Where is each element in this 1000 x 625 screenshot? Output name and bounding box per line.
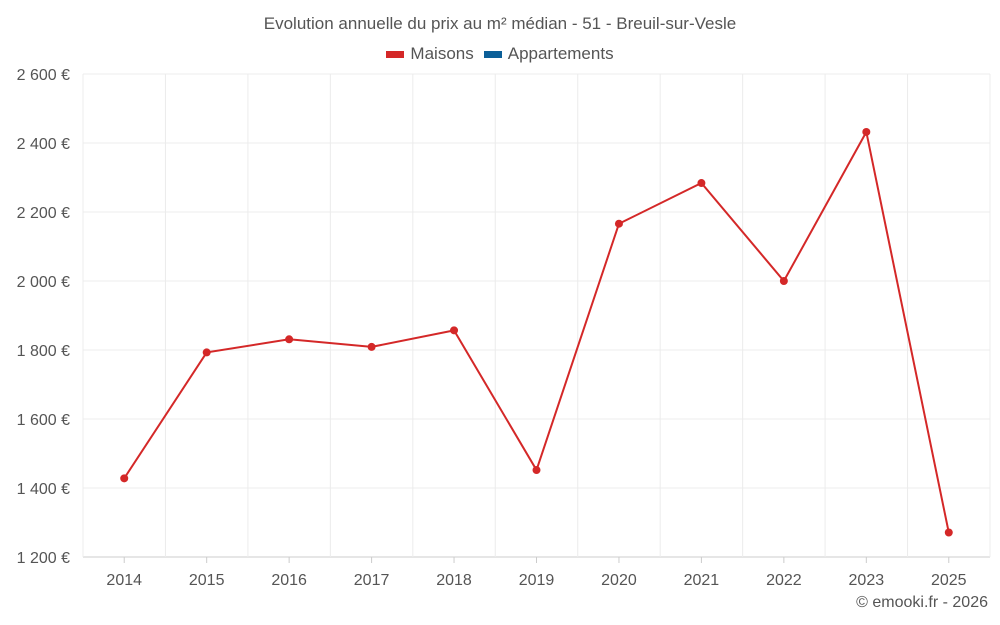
legend-label-appartements: Appartements bbox=[507, 44, 614, 63]
x-tick-label: 2023 bbox=[849, 572, 885, 589]
data-point bbox=[862, 127, 871, 136]
y-tick-label: 2 600 € bbox=[17, 67, 70, 84]
legend-item-maisons[interactable]: Maisons bbox=[386, 44, 474, 64]
data-point bbox=[614, 219, 623, 228]
x-tick-label: 2020 bbox=[601, 572, 637, 589]
data-point bbox=[697, 179, 706, 188]
y-tick-label: 1 800 € bbox=[17, 343, 70, 360]
y-tick-label: 1 200 € bbox=[17, 550, 70, 567]
x-tick-label: 2014 bbox=[106, 572, 142, 589]
data-point bbox=[779, 277, 788, 285]
legend-label-maisons: Maisons bbox=[410, 44, 474, 63]
y-tick-label: 2 200 € bbox=[17, 205, 70, 222]
x-tick-label: 2016 bbox=[271, 572, 307, 589]
legend-swatch-maisons bbox=[386, 50, 405, 58]
data-point bbox=[450, 326, 459, 335]
data-point bbox=[202, 348, 211, 357]
data-point bbox=[120, 474, 129, 483]
legend-item-appartements[interactable]: Appartements bbox=[483, 44, 614, 64]
x-tick-label: 2015 bbox=[189, 572, 225, 589]
credit-text: © emooki.fr - 2026 bbox=[856, 594, 988, 611]
data-point bbox=[367, 342, 376, 351]
x-tick-label: 2025 bbox=[931, 572, 967, 589]
x-tick-label: 2019 bbox=[519, 572, 555, 589]
y-tick-label: 2 400 € bbox=[17, 136, 70, 153]
y-tick-label: 1 400 € bbox=[17, 481, 70, 498]
y-tick-label: 1 600 € bbox=[17, 412, 70, 429]
x-tick-label: 2022 bbox=[766, 572, 802, 589]
x-tick-label: 2018 bbox=[436, 572, 472, 589]
legend-swatch-appartements bbox=[483, 50, 502, 58]
x-tick-label: 2017 bbox=[354, 572, 390, 589]
y-tick-label: 2 000 € bbox=[17, 274, 70, 291]
data-point bbox=[532, 466, 541, 475]
data-point bbox=[285, 335, 294, 344]
data-point bbox=[944, 528, 953, 537]
chart-title: Evolution annuelle du prix au m² médian … bbox=[263, 14, 737, 33]
legend: Maisons Appartements bbox=[0, 44, 1000, 64]
x-tick-label: 2021 bbox=[684, 572, 720, 589]
